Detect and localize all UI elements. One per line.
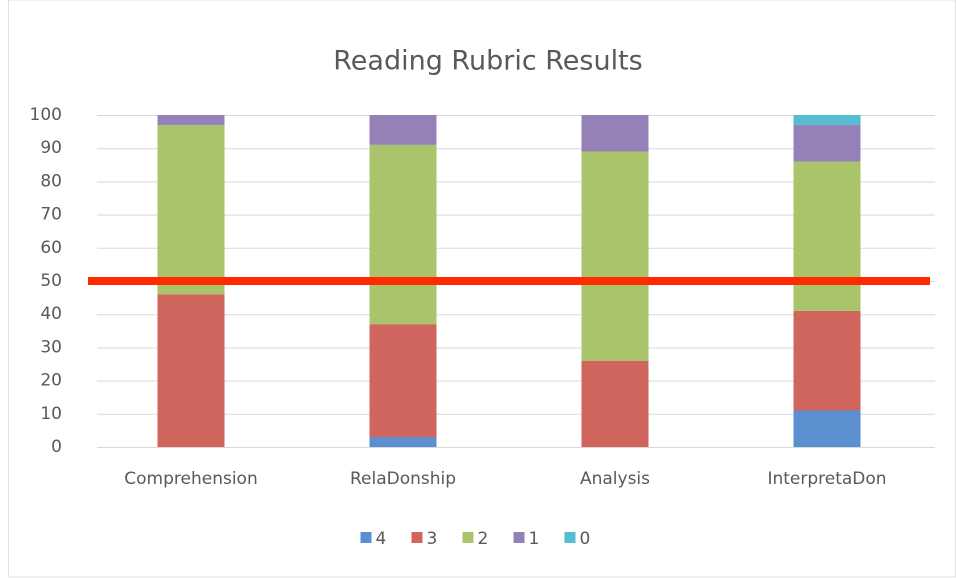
y-tick-label: 70 [40,205,62,225]
bar-segment [369,115,437,145]
bar-segment [157,124,225,295]
legend-label: 3 [427,529,438,549]
bar-segment [793,124,861,162]
bar-segment [369,144,437,325]
y-tick-label: 100 [30,105,62,125]
bar-segment [793,310,861,411]
legend-swatch [462,532,474,543]
legend-label: 2 [478,529,489,549]
y-tick-label: 40 [40,304,62,324]
bar-segment [793,410,861,447]
x-tick-label: Analysis [580,469,650,489]
legend-label: 4 [376,529,387,549]
bar-segment [157,115,225,125]
legend-swatch [513,532,525,543]
x-tick-label: RelaDonship [350,469,456,489]
bar-segment [581,151,649,361]
bar-segment [581,360,649,447]
bar-segment [369,324,437,438]
legend-label: 1 [529,529,540,549]
legend-swatch [411,532,423,543]
x-tick-label: InterpretaDon [767,469,886,489]
bar-segment [369,437,437,447]
y-tick-label: 80 [40,171,62,191]
y-tick-label: 20 [40,371,62,391]
bar-segment [793,115,861,125]
bar-segment [157,294,225,447]
y-tick-label: 50 [40,271,62,291]
legend-swatch [360,532,372,543]
bar-segment [581,115,649,152]
y-tick-label: 60 [40,238,62,258]
bar-segment [793,161,861,311]
y-tick-label: 30 [40,337,62,357]
chart-title: Reading Rubric Results [333,46,643,77]
legend-swatch [564,532,576,543]
y-tick-label: 10 [40,404,62,424]
y-tick-label: 0 [51,437,62,457]
legend-label: 0 [580,529,591,549]
x-tick-label: Comprehension [124,469,257,489]
y-tick-label: 90 [40,138,62,158]
